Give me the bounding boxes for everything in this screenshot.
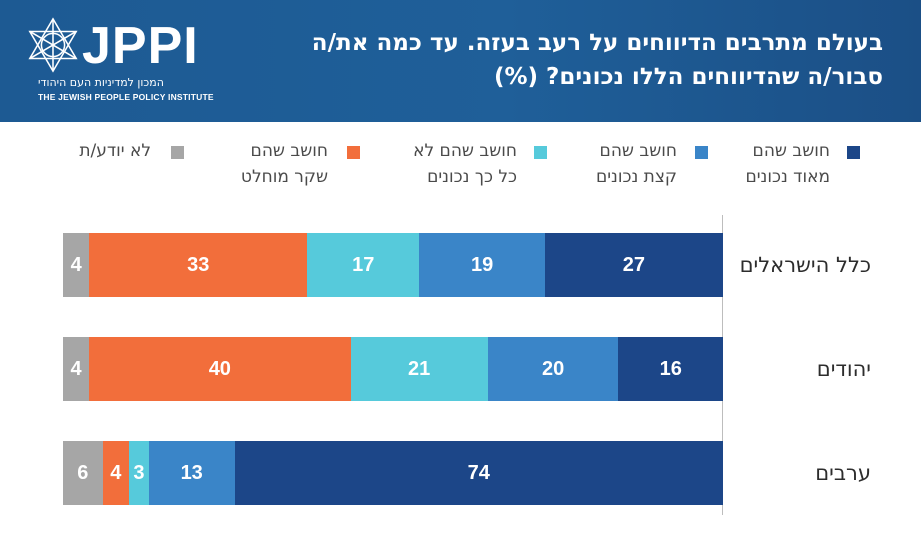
legend-label-line: כל כך נכונים [427, 167, 517, 187]
data-label: 16 [659, 357, 682, 380]
bar-segment: 17 [307, 233, 420, 297]
data-label: 3 [133, 461, 145, 484]
header-banner: JPPI המכון למדיניות העם היהודי THE JEWIS… [0, 0, 921, 122]
star-of-david-icon [28, 17, 78, 73]
bar-segment: 27 [544, 233, 723, 297]
chart-title: בעולם מתרבים הדיווחים על רעב בעזה. עד כמ… [311, 30, 883, 90]
bar-segment: 74 [234, 441, 723, 505]
bar-segment: 21 [350, 337, 488, 401]
legend-label: חושב שהם קצת נכונים [596, 138, 677, 190]
bar-segment: 20 [487, 337, 619, 401]
legend-label-line: חושב שהם לא [413, 141, 517, 161]
stacked-bar-chart: 27 19 17 33 4 כלל הישראלים 16 20 21 40 4 יהודים 74 13… [0, 215, 921, 515]
category-label: כלל הישראלים [739, 253, 871, 277]
bar-segment: 4 [63, 233, 90, 297]
legend-label: חושב שהם מאוד נכונים [745, 138, 830, 190]
legend-swatch [534, 146, 547, 159]
legend-label-line: קצת נכונים [595, 167, 677, 187]
data-label: 4 [70, 253, 82, 276]
data-label: 21 [408, 357, 431, 380]
legend-label-line: שקר מוחלט [240, 167, 328, 187]
legend-label-line: חושב שהם [599, 141, 677, 161]
bar-segment: 6 [63, 441, 103, 505]
data-label: 17 [352, 253, 375, 276]
legend-swatch [347, 146, 360, 159]
data-label: 13 [180, 461, 203, 484]
bar-segment: 19 [419, 233, 545, 297]
bar-row: 27 19 17 33 4 [63, 233, 723, 297]
data-label: 40 [208, 357, 231, 380]
chart-legend: חושב שהם מאוד נכונים חושב שהם קצת נכונים חוש… [0, 138, 921, 198]
legend-label-line: חושב שהם [752, 141, 830, 161]
data-label: 4 [110, 461, 122, 484]
category-label: יהודים [816, 357, 871, 381]
jppi-logo: JPPI המכון למדיניות העם היהודי THE JEWIS… [24, 12, 214, 112]
legend-swatch [847, 146, 860, 159]
legend-label: חושב שהם שקר מוחלט [241, 138, 328, 190]
legend-label: חושב שהם לא כל כך נכונים [413, 138, 517, 190]
bar-segment: 4 [63, 337, 90, 401]
category-label: ערבים [815, 461, 871, 485]
legend-swatch [695, 146, 708, 159]
data-label: 6 [77, 461, 89, 484]
legend-swatch [171, 146, 184, 159]
data-label: 20 [541, 357, 565, 380]
data-label: 33 [187, 253, 210, 276]
legend-label-line: מאוד נכונים [745, 167, 830, 187]
legend-label-line: לא יודע/ת [79, 141, 151, 161]
bar-segment: 16 [618, 337, 723, 401]
bar-row: 16 20 21 40 4 [63, 337, 723, 401]
logo-wordmark: JPPI [82, 17, 199, 75]
logo-hebrew-name: המכון למדיניות העם היהודי [38, 76, 164, 89]
data-label: 27 [622, 253, 646, 276]
bar-segment: 40 [89, 337, 351, 401]
data-label: 74 [467, 461, 490, 484]
bar-row: 74 13 3 4 6 [63, 441, 723, 505]
legend-label: לא יודע/ת [79, 138, 151, 164]
bar-segment: 4 [102, 441, 129, 505]
bar-segment: 33 [89, 233, 308, 297]
bar-segment: 3 [129, 441, 149, 505]
bar-segment: 13 [148, 441, 235, 505]
logo-english-name: THE JEWISH PEOPLE POLICY INSTITUTE [38, 92, 214, 102]
data-label: 4 [70, 357, 82, 380]
legend-label-line: חושב שהם [250, 141, 328, 161]
data-label: 19 [470, 253, 494, 276]
